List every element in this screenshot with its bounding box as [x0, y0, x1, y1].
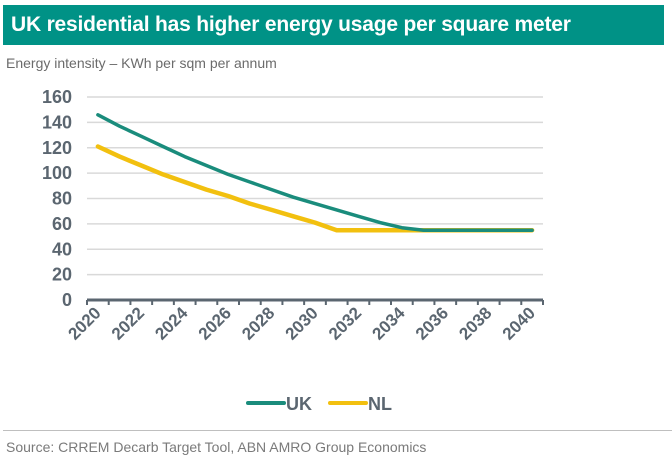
- legend-label-nl: NL: [368, 394, 392, 414]
- y-tick-label: 140: [42, 112, 72, 132]
- series-line-nl: [95, 144, 535, 233]
- y-tick-label: 80: [52, 189, 72, 209]
- y-tick-label: 40: [52, 239, 72, 259]
- x-axis-labels: 2020 2022 2024 2026 2028 2030 2032 2034 2036 2038…: [65, 303, 539, 344]
- chart-subtitle: Energy intensity – KWh per sqm per annum: [6, 55, 277, 71]
- title-bar: UK residential has higher energy usage p…: [3, 5, 664, 45]
- x-tick-label: 2038: [455, 303, 495, 343]
- y-tick-label: 20: [52, 265, 72, 285]
- x-tick-label: 2026: [195, 303, 235, 343]
- footer-divider: [3, 430, 672, 431]
- gridlines: [87, 96, 543, 276]
- x-tick-label: 2032: [325, 303, 365, 343]
- series-lines: [95, 113, 535, 233]
- y-tick-label: 60: [52, 214, 72, 234]
- x-axis: [86, 298, 544, 305]
- x-tick-label: 2030: [282, 303, 322, 343]
- x-tick-label: 2040: [499, 303, 539, 343]
- legend-label-uk: UK: [286, 394, 312, 414]
- legend: UK NL: [246, 394, 392, 414]
- source-note: Source: CRREM Decarb Target Tool, ABN AM…: [6, 439, 427, 455]
- y-tick-label: 0: [62, 290, 72, 310]
- x-tick-label: 2028: [238, 303, 278, 343]
- y-tick-label: 120: [42, 138, 72, 158]
- y-axis-ticks: 0 20 40 60 80 100 120 140 160: [42, 87, 72, 310]
- y-tick-label: 160: [42, 87, 72, 107]
- y-tick-label: 100: [42, 163, 72, 183]
- x-tick-label: 2022: [108, 303, 148, 343]
- chart-title: UK residential has higher energy usage p…: [11, 13, 571, 36]
- x-tick-label: 2024: [151, 303, 192, 344]
- series-line-uk: [96, 113, 534, 232]
- x-tick-label: 2036: [412, 303, 452, 343]
- x-tick-label: 2034: [369, 303, 410, 344]
